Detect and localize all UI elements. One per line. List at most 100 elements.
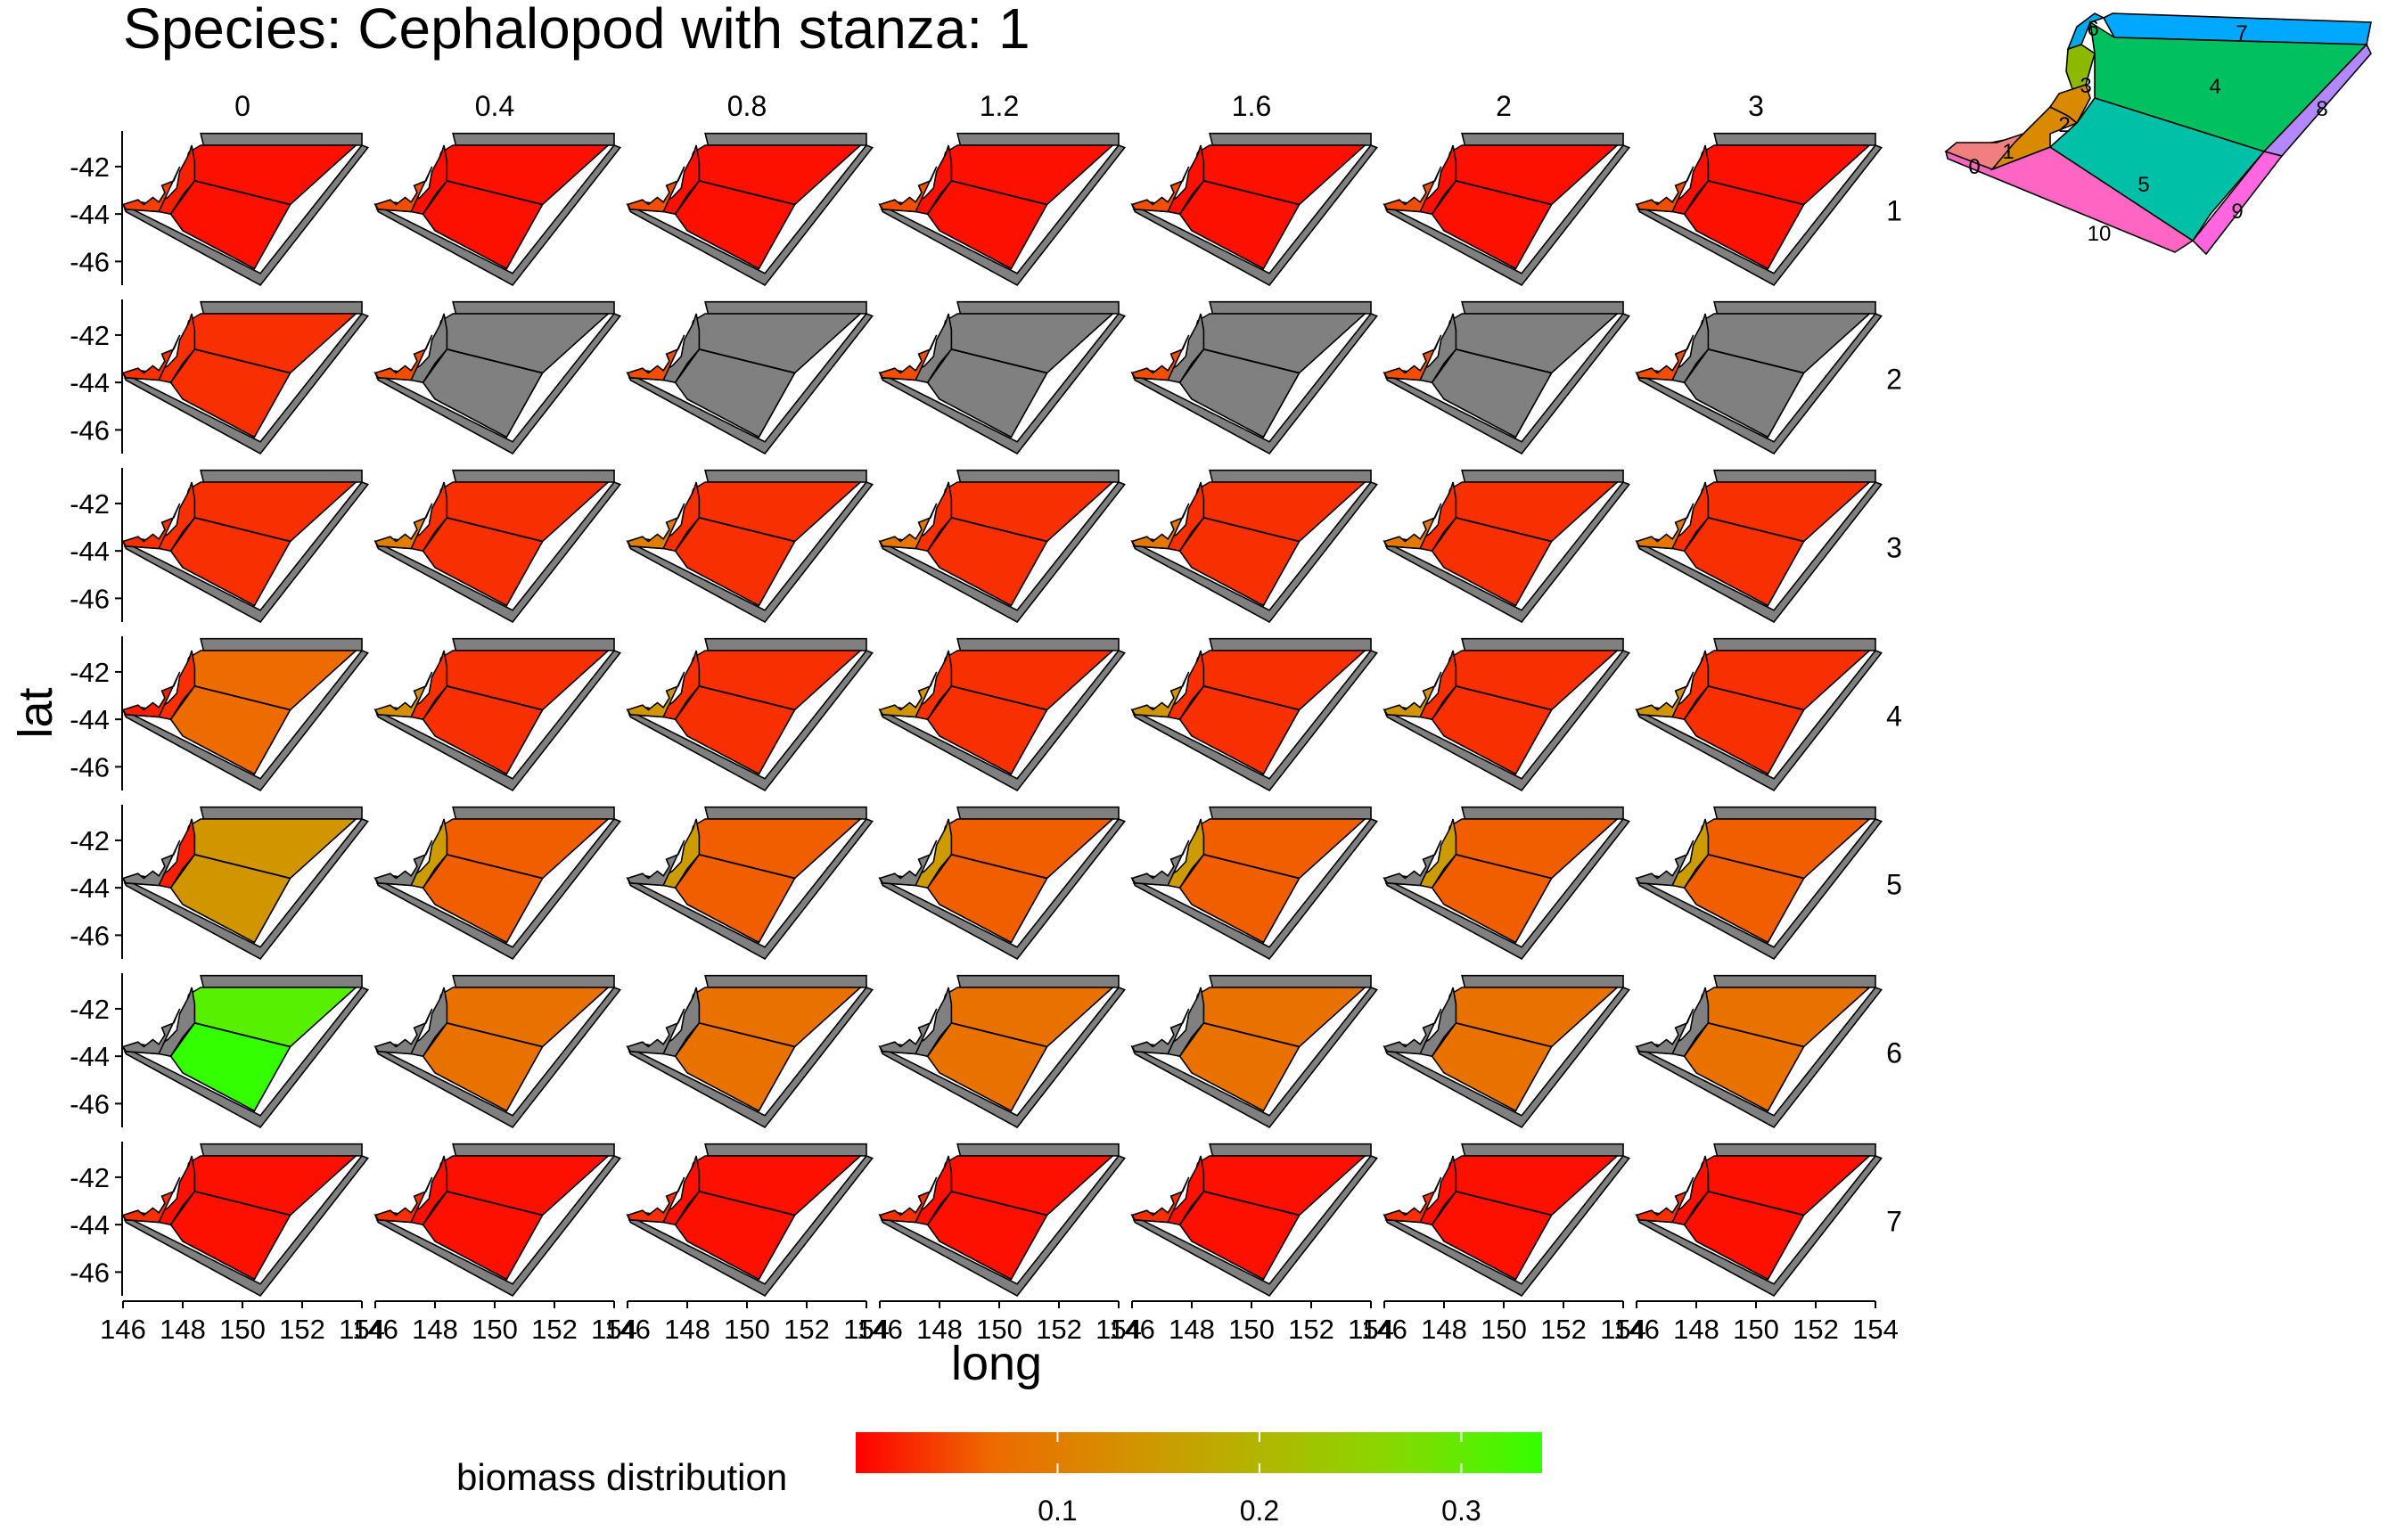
map-rim <box>373 313 621 455</box>
map-box-divider <box>447 348 543 374</box>
map-rim <box>626 313 874 455</box>
x-tick-label: 154 <box>843 1314 890 1345</box>
x-tick-label: 146 <box>1109 1314 1155 1345</box>
facet-row-label: 2 <box>1886 363 1902 395</box>
map-box-divider <box>447 854 543 880</box>
axes: -42 -44 -46 -42 -44 -46 -42 -44 -46 -42 -44 -46 -42 -… <box>70 131 1899 1345</box>
map-box-0-1 <box>1383 671 1442 718</box>
map-top-strip <box>1209 637 1372 651</box>
legend-colorbar <box>856 1432 1542 1473</box>
x-tick-label: 146 <box>857 1314 903 1345</box>
inset-box-7 <box>2102 12 2372 45</box>
facet-column-label: 3 <box>1748 90 1764 122</box>
map-box-0-1 <box>878 503 938 550</box>
map-top-strip <box>1461 806 1624 820</box>
map-top-strip <box>956 469 1120 483</box>
x-tick-label: 152 <box>1540 1314 1587 1345</box>
map-rim <box>373 987 621 1129</box>
map-top-strip <box>704 469 867 483</box>
facet-panel <box>1130 1143 1378 1298</box>
y-tick-label: -42 <box>70 657 110 688</box>
map-rim <box>626 144 874 287</box>
map-box-divider <box>447 517 543 543</box>
map-rim <box>121 1155 369 1298</box>
x-tick-label: 150 <box>724 1314 770 1345</box>
map-box-0-1 <box>878 840 938 887</box>
inset-box-map: 01 23 6 7 4 5 8 9 10 <box>1944 12 2372 256</box>
facet-panel <box>121 806 369 961</box>
map-box-0-1 <box>1635 840 1694 887</box>
map-rim <box>1130 1155 1378 1298</box>
map-box-divider <box>1203 517 1300 543</box>
x-tick-label: 148 <box>1169 1314 1215 1345</box>
map-box-0-1 <box>1635 1008 1694 1055</box>
map-box-0-1 <box>373 671 433 718</box>
map-box-divider <box>1456 180 1552 206</box>
x-tick-label: 154 <box>591 1314 637 1345</box>
inset-box-label: 9 <box>2231 200 2243 224</box>
map-rim <box>1383 650 1630 792</box>
x-tick-label: 150 <box>1228 1314 1275 1345</box>
facet-panel <box>1635 300 1883 455</box>
inset-box-label: 2 <box>2058 113 2070 137</box>
facet-panel <box>121 974 369 1129</box>
y-tick-label: -44 <box>70 704 110 735</box>
map-box-divider <box>699 180 795 206</box>
facet-panel <box>878 637 1126 792</box>
x-tick-label: 146 <box>1613 1314 1660 1345</box>
facet-panel <box>1130 806 1378 961</box>
facet-panel <box>1130 637 1378 792</box>
map-box-divider <box>951 348 1047 374</box>
facet-panel <box>1383 637 1630 792</box>
facet-strips: 0 0.4 0.8 1.2 1.6 2 3 1 2 3 4 5 6 7 <box>234 90 1902 1237</box>
map-box-0-1 <box>626 1008 685 1055</box>
map-top-strip <box>200 637 363 651</box>
map-box-0-1 <box>121 1008 181 1055</box>
map-box-0-1 <box>121 671 181 718</box>
facet-panel <box>1130 132 1378 287</box>
facet-panel <box>626 806 874 961</box>
map-box-0-1 <box>1130 1176 1190 1224</box>
x-tick-label: 152 <box>1036 1314 1082 1345</box>
map-box-divider <box>194 180 291 206</box>
map-top-strip <box>1713 469 1876 483</box>
map-top-strip <box>704 637 867 651</box>
x-tick-label: 154 <box>339 1314 385 1345</box>
map-box-divider <box>1456 348 1552 374</box>
map-box-divider <box>1708 854 1804 880</box>
map-box-divider <box>1203 854 1300 880</box>
map-rim <box>626 481 874 624</box>
x-tick-label: 148 <box>412 1314 458 1345</box>
facet-panel <box>878 806 1126 961</box>
map-top-strip <box>1209 974 1372 988</box>
map-rim <box>878 481 1126 624</box>
facet-panel <box>1383 469 1630 624</box>
map-box-0-1 <box>1635 1176 1694 1224</box>
map-top-strip <box>452 637 615 651</box>
y-tick-label: -44 <box>70 536 110 567</box>
map-rim <box>1130 481 1378 624</box>
y-tick-label: -44 <box>70 1209 110 1241</box>
facet-column-label: 1.6 <box>1232 90 1271 122</box>
map-box-divider <box>194 854 291 880</box>
map-top-strip <box>956 806 1120 820</box>
map-top-strip <box>200 469 363 483</box>
map-rim <box>1635 1155 1883 1298</box>
map-top-strip <box>452 469 615 483</box>
facet-row-label: 5 <box>1886 868 1902 900</box>
y-tick-label: -42 <box>70 320 110 351</box>
facet-panel <box>1383 806 1630 961</box>
y-tick-label: -46 <box>70 1257 110 1288</box>
map-box-divider <box>1708 685 1804 711</box>
x-tick-label: 148 <box>664 1314 710 1345</box>
facet-column-label: 0.8 <box>727 90 767 122</box>
map-rim <box>373 481 621 624</box>
x-tick-label: 152 <box>279 1314 325 1345</box>
map-box-0-1 <box>373 1176 433 1224</box>
map-box-divider <box>447 180 543 206</box>
map-box-0-1 <box>878 166 938 213</box>
facet-panel <box>878 1143 1126 1298</box>
facet-panel <box>373 300 621 455</box>
x-tick-label: 146 <box>352 1314 398 1345</box>
map-box-divider <box>447 1191 543 1216</box>
